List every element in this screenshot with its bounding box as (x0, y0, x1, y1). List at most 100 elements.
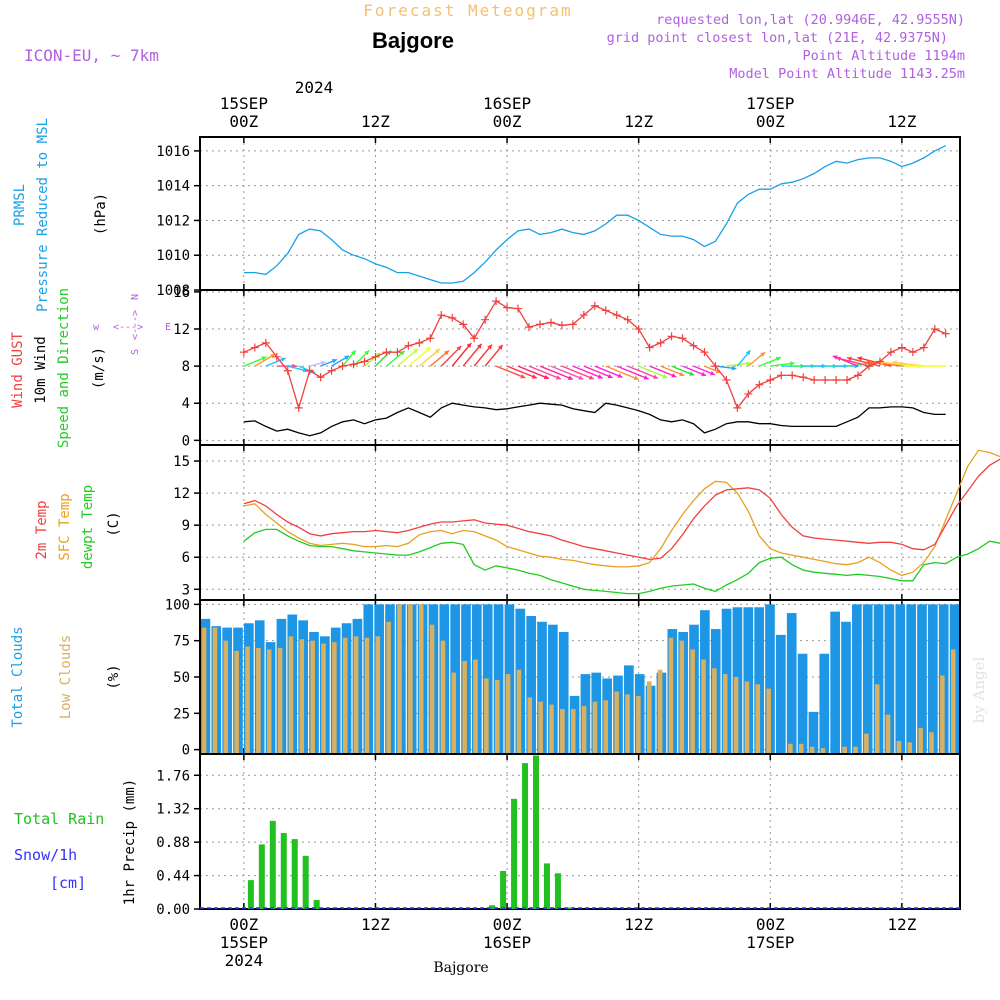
wind-arrow-head (847, 356, 852, 362)
panel-frame-0 (199, 136, 961, 291)
wind-arrow-head (280, 357, 286, 362)
top-time-label: 00Z (229, 112, 258, 131)
wind-arrow-head (857, 356, 863, 361)
low-cloud-bar (299, 639, 305, 754)
low-cloud-bar (940, 675, 945, 754)
wind-arrow-head (435, 348, 440, 354)
wind-arrow-head (555, 375, 561, 380)
gust-marker (404, 341, 413, 350)
wind-arrow-head (653, 374, 658, 379)
low-cloud-bar (929, 732, 934, 754)
total-cloud-bar (537, 621, 547, 754)
gust-marker (941, 329, 950, 338)
low-cloud-bar (733, 677, 739, 754)
low-cloud-bar (310, 640, 315, 754)
ytick-label: 16 (173, 285, 190, 301)
low-cloud-bar (885, 714, 891, 754)
rain-bar (269, 820, 276, 909)
bottom-time-label: 00Z (229, 915, 258, 934)
total-cloud-bar (873, 604, 884, 754)
gust-marker (810, 376, 819, 385)
wind-gust-line (243, 300, 946, 411)
low-cloud-bar (321, 643, 326, 754)
clouds-unit: (%) (106, 664, 122, 689)
wind-arrow-head (689, 371, 695, 376)
ytick-label: 8 (182, 359, 190, 375)
low-cloud-bar (494, 679, 500, 754)
wind-arrow-head (413, 348, 418, 354)
wind-arrow (528, 365, 562, 380)
gust-marker (481, 315, 490, 324)
low-cloud-bar (896, 740, 902, 754)
wind-arrow-head (350, 350, 356, 356)
ytick-label: 12 (173, 486, 190, 502)
low-cloud-bar (668, 637, 674, 754)
compass-north: N (130, 294, 141, 300)
gust-marker (689, 341, 698, 350)
requested-coords: requested lon,lat (20.9946E, 42.9555N) (656, 12, 965, 28)
low-cloud-bar (484, 678, 489, 754)
gust-marker (349, 360, 358, 369)
gust-marker (788, 371, 797, 380)
compass-ew-arrow: <---> (113, 322, 143, 333)
low-cloud-bar (798, 743, 804, 754)
wind-arrow (616, 365, 649, 380)
compass-ns-arrow: <---> (130, 310, 141, 340)
wind-arrow-head (617, 373, 623, 378)
wind-arrow (462, 343, 483, 367)
wind-arrow (835, 357, 870, 367)
low-cloud-bar (809, 746, 815, 754)
low-cloud-bar (234, 650, 239, 754)
wind-compass: w <---> E N <---> S (93, 294, 171, 355)
low-cloud-bar (256, 647, 261, 754)
gust-marker (897, 343, 906, 352)
low-cloud-bar (245, 646, 250, 754)
panel-frame-4 (199, 753, 961, 910)
low-cloud-bar (375, 636, 381, 754)
wind-arrow-head (904, 363, 909, 369)
gust-marker (338, 362, 347, 371)
clouds-label-2: Low Clouds (58, 635, 74, 719)
rain-bar (554, 873, 561, 909)
low-cloud-bar (440, 640, 446, 754)
low-cloud-bar (701, 659, 706, 754)
ytick-label: 25 (173, 706, 190, 722)
low-cloud-bar (679, 640, 685, 754)
ytick-label: 9 (182, 518, 190, 534)
temp-label-3: dewpt Temp (80, 485, 96, 569)
total-cloud-bar (852, 604, 862, 754)
wind-arrow-head (671, 373, 677, 378)
gust-marker (393, 348, 402, 357)
wind-arrow-head (731, 365, 737, 371)
bottom-time-label: 12Z (361, 915, 390, 934)
low-cloud-bar (429, 624, 435, 754)
rain-bar (258, 844, 265, 909)
gust-marker (470, 334, 479, 343)
wind-arrow (583, 365, 613, 379)
low-cloud-bar (516, 669, 522, 754)
wind-arrow-head (633, 375, 639, 380)
low-cloud-bar (353, 636, 359, 754)
ytick-label: 1.32 (156, 802, 190, 818)
wind-arrow-head (607, 373, 613, 379)
wind-unit: (m/s) (91, 347, 107, 389)
wind-arrow-head (578, 375, 584, 380)
point-altitude: Point Altitude 1194m (802, 48, 965, 64)
bottom-time-label: 16SEP (483, 933, 531, 952)
total-cloud-bar (776, 634, 786, 754)
model-label: ICON-EU, ~ 7km (24, 46, 159, 65)
wind-arrow (846, 357, 881, 367)
wind-arrow (495, 365, 526, 379)
wind-arrow (866, 361, 902, 367)
gust-marker (579, 311, 588, 320)
gust-marker (722, 376, 731, 385)
top-time-label: 12Z (887, 112, 916, 131)
ytick-label: 75 (173, 634, 190, 650)
low-cloud-bar (342, 637, 348, 754)
clouds-label-1: Total Clouds (10, 626, 26, 727)
wind-arrow-head (543, 374, 549, 380)
wind-arrow-head (531, 374, 537, 379)
total-cloud-bar (808, 711, 819, 754)
top-time-label: 12Z (361, 112, 390, 131)
